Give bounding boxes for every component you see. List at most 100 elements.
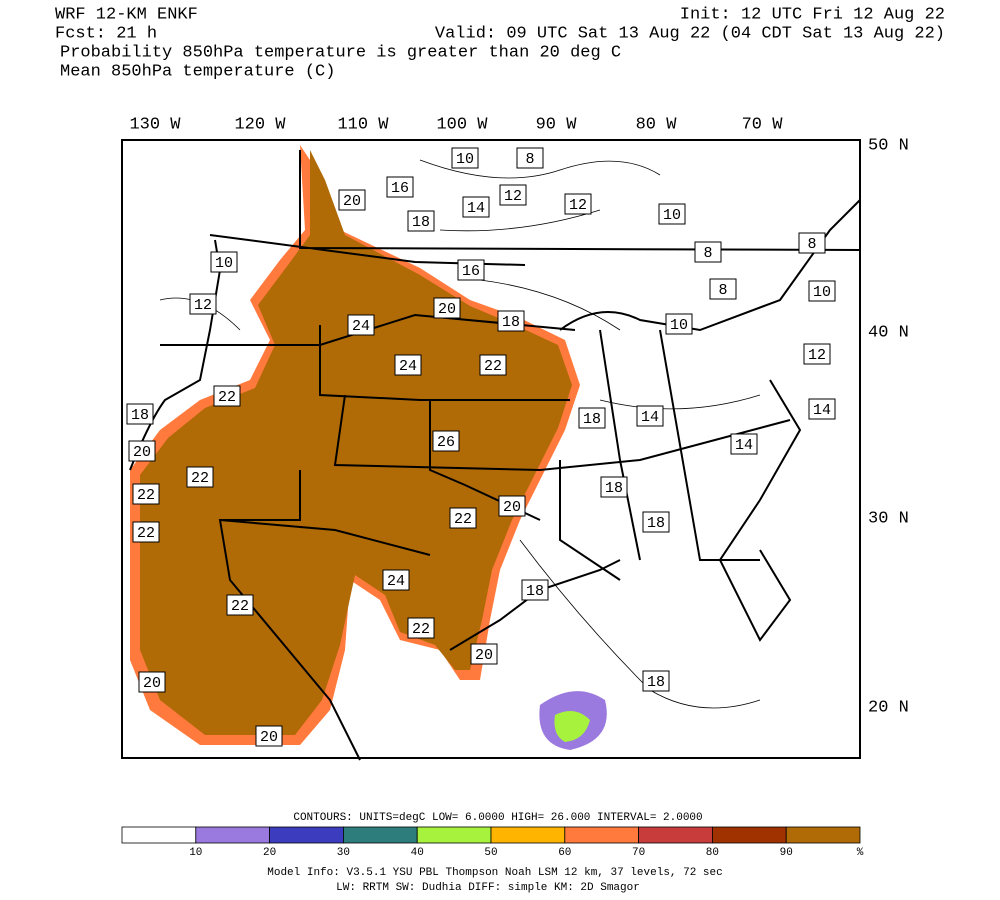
contour-label: 20 — [475, 647, 493, 664]
contour-label-box — [394, 354, 422, 376]
contour-label-box — [382, 569, 410, 591]
contour-label-box — [132, 483, 160, 505]
contour-label: 10 — [670, 317, 688, 334]
lon-label: 130 W — [129, 115, 181, 134]
lon-label: 110 W — [337, 115, 389, 134]
contour-label-box — [386, 176, 414, 198]
contour-label-box — [497, 310, 525, 332]
contour-label: 20 — [133, 444, 151, 461]
contours-info: CONTOURS: UNITS=degC LOW= 6.0000 HIGH= 2… — [293, 812, 702, 824]
contour-label-box — [407, 210, 435, 232]
colorbar-segment — [638, 826, 713, 844]
contour-label: 22 — [137, 525, 155, 542]
field1: Probability 850hPa temperature is greate… — [60, 43, 621, 62]
contour-label-box — [126, 403, 154, 425]
lat-label: 30 N — [868, 509, 909, 528]
contour-label-box — [479, 354, 507, 376]
valid: Valid: 09 UTC Sat 13 Aug 22 (04 CDT Sat … — [435, 24, 945, 43]
lat-label: 20 N — [868, 698, 909, 717]
contour-label-box — [498, 495, 526, 517]
contour-label-box — [516, 147, 544, 169]
colorbar-segment — [490, 826, 566, 844]
lon-label: 80 W — [636, 115, 678, 134]
contour-label-box — [665, 313, 693, 335]
contour-label-box — [462, 196, 490, 218]
contour-label-box — [658, 203, 686, 225]
contour-label: 14 — [467, 200, 485, 217]
contour-label: 22 — [191, 470, 209, 487]
contour-label: 24 — [387, 573, 405, 590]
contour-label-box — [808, 398, 836, 420]
contour-label-box — [457, 259, 485, 281]
contour-label-box — [470, 643, 498, 665]
contour-label-box — [642, 511, 670, 533]
colorbar-label: % — [857, 847, 864, 859]
contour-label-box — [433, 297, 461, 319]
contour-label-box — [449, 507, 477, 529]
colorbar-label: 80 — [706, 847, 719, 859]
model: WRF 12-KM ENKF — [55, 5, 198, 24]
contour-label: 18 — [526, 583, 544, 600]
lon-label: 120 W — [234, 115, 286, 134]
contour-label: 22 — [412, 621, 430, 638]
contour-label: 18 — [605, 480, 623, 497]
lat-label: 50 N — [868, 136, 909, 155]
contour-label: 8 — [718, 282, 727, 299]
lon-label: 70 W — [742, 115, 784, 134]
contour-label: 12 — [569, 197, 587, 214]
contour-label: 20 — [260, 729, 278, 746]
colorbar-segment — [564, 826, 639, 844]
contour-label: 20 — [343, 193, 361, 210]
lon-label: 90 W — [536, 115, 578, 134]
contour-label: 18 — [131, 407, 149, 424]
contour-label: 10 — [456, 151, 474, 168]
contour-label: 14 — [641, 409, 659, 426]
contour-label: 16 — [462, 263, 480, 280]
contour-label-box — [636, 405, 664, 427]
contour-label-box — [578, 407, 606, 429]
contour-label: 12 — [504, 188, 522, 205]
contour-label-box — [338, 189, 366, 211]
contour-label-box — [132, 521, 160, 543]
colorbar: 10 20 30 40 50 60 70 80 90% — [121, 826, 864, 859]
contour-label-box — [432, 430, 460, 452]
contour-label: 22 — [231, 598, 249, 615]
contour-label: 18 — [647, 674, 665, 691]
colorbar-label: 60 — [558, 847, 571, 859]
contour-label: 14 — [813, 402, 831, 419]
contour-label: 14 — [735, 437, 753, 454]
colorbar-segment — [342, 826, 418, 844]
contour-label-box — [798, 232, 826, 254]
colorbar-segment — [416, 826, 492, 844]
colorbar-label: 20 — [263, 847, 276, 859]
contour-label-box — [803, 343, 831, 365]
contour-label: 22 — [218, 389, 236, 406]
contour-label-box — [226, 594, 254, 616]
colorbar-label: 30 — [337, 847, 350, 859]
contour-label: 22 — [137, 487, 155, 504]
colorbar-segment — [121, 826, 197, 844]
init: Init: 12 UTC Fri 12 Aug 22 — [680, 5, 945, 24]
model-info: Model Info: V3.5.1 YSU PBL Thompson Noah… — [267, 867, 722, 879]
contour-label: 8 — [703, 245, 712, 262]
contour-label-box — [213, 385, 241, 407]
contour-label-box — [255, 725, 283, 747]
contour-label-box — [451, 147, 479, 169]
contour-label-box — [138, 671, 166, 693]
colorbar-segment — [785, 826, 861, 844]
contour-label: 20 — [143, 675, 161, 692]
contour-label-box — [709, 278, 737, 300]
contour-label: 18 — [502, 314, 520, 331]
contour-label: 12 — [808, 347, 826, 364]
contour-label-box — [600, 476, 628, 498]
colorbar-label: 50 — [484, 847, 497, 859]
contour-label-box — [730, 433, 758, 455]
contour-label: 16 — [391, 180, 409, 197]
contour-label: 12 — [194, 297, 212, 314]
contour-label: 8 — [807, 236, 816, 253]
contour-label-box — [210, 251, 238, 273]
contour-label: 22 — [454, 511, 472, 528]
contour-label-box — [189, 293, 217, 315]
contour-label: 18 — [412, 214, 430, 231]
